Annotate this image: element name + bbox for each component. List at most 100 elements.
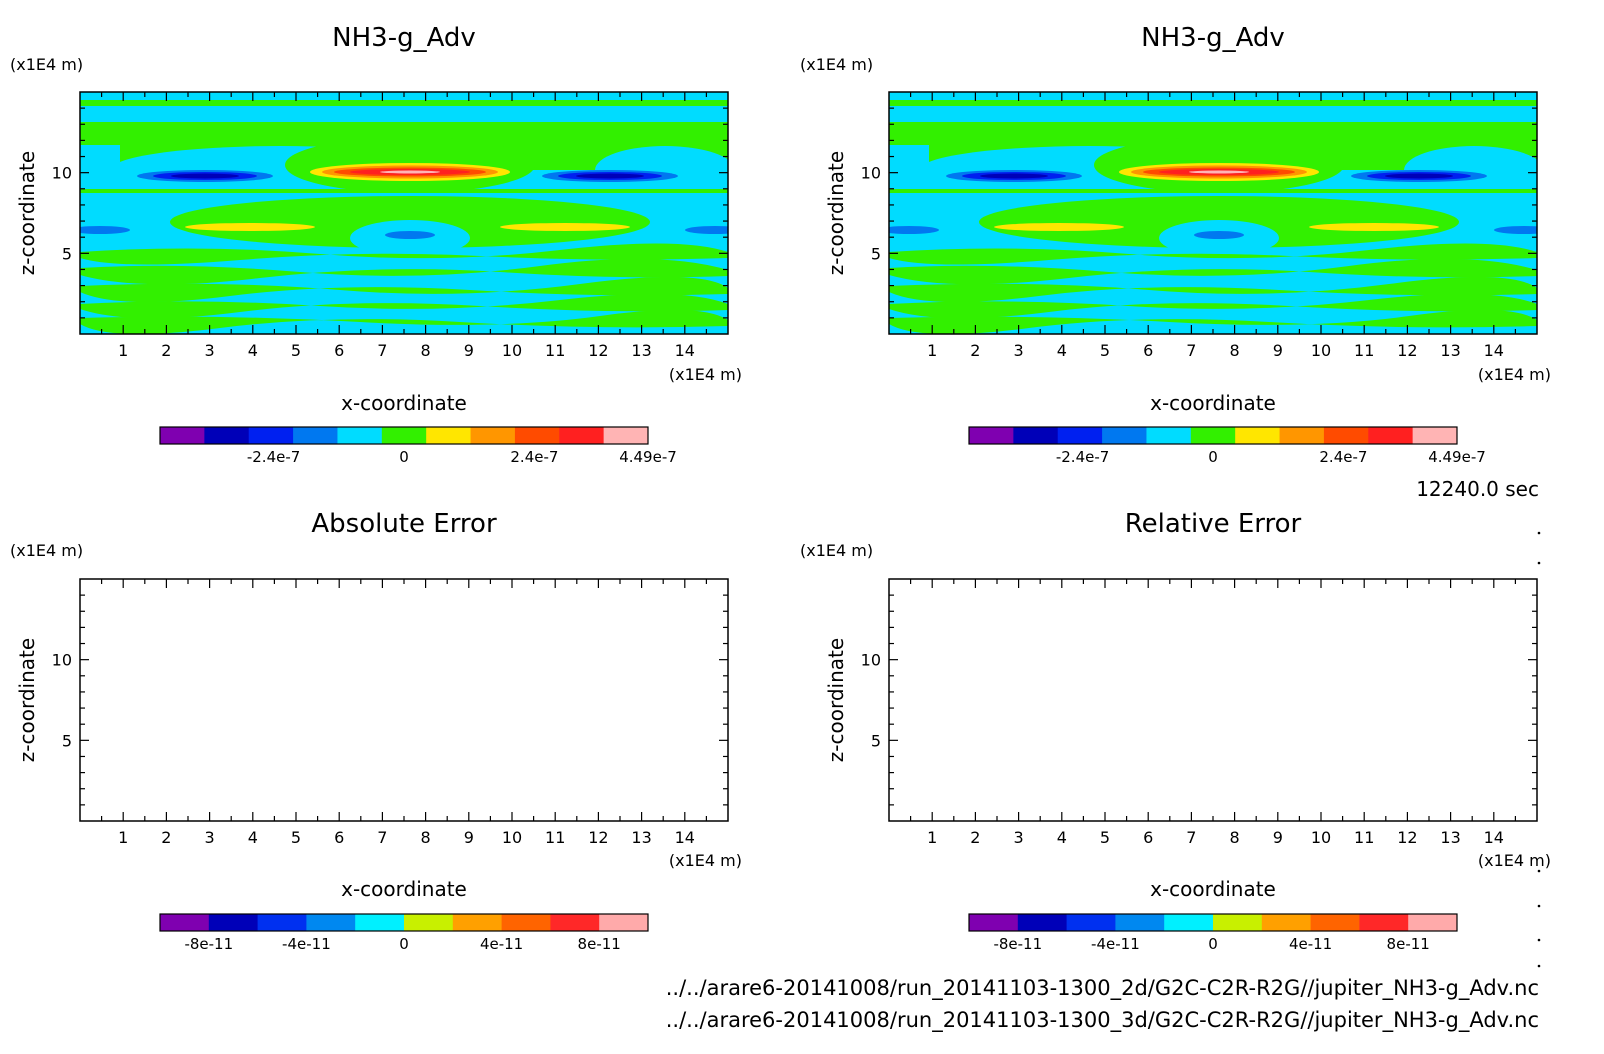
colorbar-segment [1164,914,1214,931]
x-axis-label: x-coordinate [1150,391,1276,415]
x-tick-label: 10 [502,341,522,360]
x-tick-label: 3 [205,341,215,360]
x-tick-label: 8 [1230,341,1240,360]
colorbar-segment [1359,914,1409,931]
colorbar-tick-labels: -8e-11 -4e-11 0 4e-11 8e-11 [184,935,620,953]
colorbar-segment [426,427,472,444]
x-tick-label: 7 [1186,828,1196,847]
colorbar [968,913,1458,932]
y-unit-label: (x1E4 m) [800,55,873,74]
colorbar-segment [1261,914,1312,931]
colorbar-segment [1368,427,1414,444]
colorbar-segment [1102,427,1147,444]
tick-labels: 1 2 3 4 5 6 7 8 9 10 11 12 13 14 5 10 [52,651,695,847]
x-tick-label: 10 [1311,828,1331,847]
x-tick-label: 12 [588,828,608,847]
colorbar-segment [1323,427,1369,444]
colorbar-tick-label: 8e-11 [578,935,621,953]
colorbar-segment [404,914,454,931]
x-tick-label: 13 [1440,828,1460,847]
file-path-2d: ../../arare6-20141008/run_20141103-1300_… [666,976,1539,1001]
contour-band [889,100,1537,106]
x-tick-label: 13 [631,828,651,847]
tick-marks [889,92,1537,334]
colorbar-frame [968,426,1458,445]
panel-title: NH3-g_Adv [332,23,476,53]
x-tick-label: 7 [377,828,387,847]
x-tick-label: 2 [161,828,171,847]
y-unit-label: (x1E4 m) [10,55,83,74]
x-axis-label: x-coordinate [341,877,467,901]
colorbar-segment [293,427,338,444]
colorbar-tick-label: -2.4e-7 [1056,448,1109,466]
y-unit-label: (x1E4 m) [800,541,873,560]
colorbar-segment [1408,914,1458,931]
colorbar-tick-label: -2.4e-7 [247,448,300,466]
x-tick-label: 2 [970,828,980,847]
panel-top-right: NH3-g_Adv (x1E4 m) z-coordinate (x1E4 m)… [800,23,1551,466]
y-tick-label: 10 [52,164,72,183]
y-axis-label: z-coordinate [824,638,848,762]
colorbar-frame [159,913,649,932]
x-tick-label: 1 [118,341,128,360]
x-tick-label: 13 [1440,341,1460,360]
colorbar-tick-label: -8e-11 [993,935,1042,953]
x-tick-label: 9 [1273,341,1283,360]
colorbar [159,426,649,445]
panel-title: Relative Error [1125,509,1302,539]
tick-labels: 1 2 3 4 5 6 7 8 9 10 11 12 13 14 5 10 [861,651,1504,847]
colorbar-segment [452,914,503,931]
x-unit-label: (x1E4 m) [1478,851,1551,870]
x-tick-label: 1 [927,828,937,847]
tick-labels: 1 2 3 4 5 6 7 8 9 10 11 12 13 14 5 10 [52,164,695,360]
colorbar [159,913,649,932]
x-tick-label: 3 [1014,828,1024,847]
colorbar-segment [501,914,551,931]
colorbar-segment [1412,427,1458,444]
colorbar-tick-label: 2.4e-7 [510,448,558,466]
colorbar-segment [1310,914,1360,931]
colorbar-tick-label: 4e-11 [1289,935,1332,953]
x-tick-label: 14 [1484,341,1504,360]
colorbar-tick-label: 0 [399,935,409,953]
colorbar-tick-label: 4e-11 [480,935,523,953]
colorbar-segment [257,914,307,931]
x-tick-label: 8 [421,341,431,360]
x-tick-label: 9 [1273,828,1283,847]
colorbar-tick-label: 2.4e-7 [1319,448,1367,466]
colorbar-segment [160,427,205,444]
x-tick-label: 9 [464,341,474,360]
y-axis-label: z-coordinate [15,638,39,762]
colorbar-segment [603,427,649,444]
colorbar-tick-label: 0 [399,448,409,466]
x-tick-label: 4 [1057,341,1067,360]
colorbar-tick-label: 0 [1208,448,1218,466]
x-tick-label: 7 [1186,341,1196,360]
x-tick-label: 2 [161,341,171,360]
x-tick-label: 5 [1100,341,1110,360]
y-tick-label: 10 [861,164,881,183]
x-axis-label: x-coordinate [1150,877,1276,901]
x-tick-label: 1 [118,828,128,847]
colorbar-frame [968,913,1458,932]
colorbar-segment [559,427,605,444]
panel-bottom-left: Absolute Error (x1E4 m) z-coordinate (x1… [10,509,742,953]
colorbar-segment [1013,427,1059,444]
colorbar-segment [381,427,427,444]
x-tick-label: 11 [545,828,565,847]
colorbar-segment [1279,427,1325,444]
colorbar-tick-labels: -8e-11 -4e-11 0 4e-11 8e-11 [993,935,1429,953]
tick-marks [80,579,728,821]
x-tick-label: 6 [334,341,344,360]
x-tick-label: 5 [1100,828,1110,847]
x-axis-label: x-coordinate [341,391,467,415]
x-tick-label: 8 [421,828,431,847]
colorbar-segment [1115,914,1165,931]
colorbar-segment [160,914,210,931]
x-unit-label: (x1E4 m) [1478,365,1551,384]
colorbar-tick-label: -8e-11 [184,935,233,953]
contour-band [80,100,728,106]
x-tick-label: 5 [291,341,301,360]
tick-marks [80,92,728,334]
